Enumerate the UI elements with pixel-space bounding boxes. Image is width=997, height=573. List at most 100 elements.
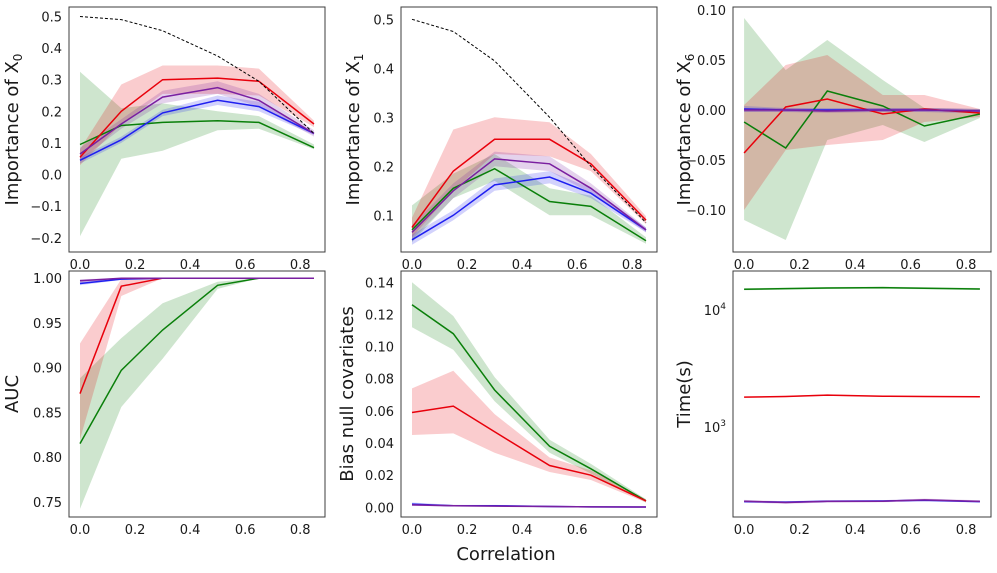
y-axis-label-text: Bias null covariates (337, 306, 358, 482)
y-tick-label: 104 (704, 302, 727, 319)
line-green (744, 286, 980, 291)
y-tick-label: 0.5 (373, 13, 394, 28)
y-tick-label: 0.4 (41, 42, 62, 57)
figure-xlabel: Correlation (456, 544, 555, 565)
x-tick-label: 0.2 (125, 523, 146, 538)
band-green (412, 282, 646, 503)
y-axis-label-subscript: 0 (11, 54, 25, 62)
axes-frame (68, 270, 326, 518)
line-purple (79, 86, 315, 155)
x-tick-label: 0.0 (402, 258, 423, 273)
chart-panel-1: 0.0 0.2 0.4 0.6 0.8 −0.2 −0.1 0.0 0.1 0.2 0.3 0.4 0.… (2, 6, 326, 273)
line-red (411, 405, 647, 502)
y-tick-label: 0.06 (365, 405, 394, 420)
y-tick-label: 0.10 (697, 4, 726, 19)
y-axis-label-text: Importance of X (2, 61, 23, 205)
y-tick-label: 0.04 (365, 437, 394, 452)
line-reference (79, 16, 315, 134)
band-green (80, 278, 314, 509)
chart-panel-2: 0.0 0.2 0.4 0.6 0.8 0.1 0.2 0.3 0.4 0.5 Importance… (343, 6, 658, 273)
y-tick-base: 10 (704, 304, 721, 319)
y-tick-label: −0.2 (30, 232, 62, 247)
line-purple (411, 504, 647, 508)
y-tick-label: 0.85 (33, 406, 62, 421)
x-tick-label: 0.4 (180, 258, 201, 273)
y-axis-label-text: Time(s) (674, 360, 695, 428)
axes-frame (732, 270, 992, 518)
x-tick-label: 0.4 (512, 523, 533, 538)
band-red (744, 55, 980, 210)
x-tick-label: 0.4 (845, 258, 866, 273)
y-axis-label: AUC (2, 375, 23, 413)
line-red (411, 138, 647, 228)
y-tick-label: 0.12 (365, 308, 394, 323)
y-tick-label: 0.3 (373, 111, 394, 126)
line-red (79, 77, 315, 158)
y-axis-label: Bias null covariates (337, 306, 358, 482)
x-tick-label: 0.2 (457, 258, 478, 273)
x-tick-label: 0.6 (900, 258, 921, 273)
x-tick-label: 0.8 (290, 258, 311, 273)
line-blue (411, 176, 647, 241)
band-blue (80, 95, 314, 164)
x-tick-label: 0.2 (789, 523, 810, 538)
line-purple (411, 158, 647, 233)
x-tick-label: 0.2 (457, 523, 478, 538)
line-blue (79, 99, 315, 161)
line-green (411, 167, 647, 242)
y-tick-label: 0.80 (33, 451, 62, 466)
y-axis-label: Importance of X6 (674, 54, 697, 206)
x-tick-label: 0.2 (789, 258, 810, 273)
y-tick-label: 0.0 (41, 169, 62, 184)
y-tick-label: 0.90 (33, 362, 62, 377)
x-tick-label: 0.0 (70, 258, 91, 273)
axes-frame (400, 270, 658, 518)
y-tick-label: 0.2 (373, 160, 394, 175)
line-reference (411, 18, 647, 223)
y-axis-label-subscript: 1 (352, 54, 366, 62)
chart-panel-4: 0.0 0.2 0.4 0.6 0.8 0.75 0.80 0.85 0.90 0.95 1.00 A… (2, 270, 326, 538)
y-tick-label: −0.1 (30, 200, 62, 215)
x-tick-label: 0.8 (956, 523, 977, 538)
x-tick-label: 0.4 (512, 258, 533, 273)
y-tick-label: 0.00 (365, 501, 394, 516)
y-tick-label: 0.5 (41, 10, 62, 25)
band-green (744, 18, 980, 240)
x-tick-label: 0.4 (845, 523, 866, 538)
x-tick-label: 0.0 (402, 523, 423, 538)
x-tick-label: 0.8 (290, 523, 311, 538)
x-tick-label: 0.0 (70, 523, 91, 538)
y-tick-label: 0.00 (697, 104, 726, 119)
band-purple (412, 151, 646, 240)
y-tick-label: 103 (704, 419, 726, 436)
x-tick-label: 0.6 (235, 523, 256, 538)
x-tick-label: 0.4 (180, 523, 201, 538)
y-tick-label: 0.3 (41, 74, 62, 89)
x-tick-label: 0.8 (956, 258, 977, 273)
y-axis-label: Importance of X0 (2, 54, 25, 206)
y-tick-exponent: 4 (720, 302, 726, 312)
axes-frame (68, 6, 326, 253)
band-blue (412, 171, 646, 245)
y-tick-base: 10 (704, 421, 721, 436)
y-tick-label: 0.10 (365, 341, 394, 356)
y-axis-label: Importance of X1 (343, 54, 366, 206)
x-tick-label: 0.8 (622, 523, 643, 538)
axes-frame (732, 6, 992, 253)
y-tick-label: 0.1 (41, 137, 62, 152)
y-tick-label: 0.1 (373, 209, 394, 224)
y-tick-label: 0.14 (365, 276, 394, 291)
x-tick-label: 0.0 (734, 523, 755, 538)
y-tick-label: 0.95 (33, 317, 62, 332)
chart-panel-5: 0.0 0.2 0.4 0.6 0.8 0.00 0.02 0.04 0.06 0.08 0.10 0… (337, 270, 658, 538)
y-axis-label-text: AUC (2, 375, 23, 413)
y-tick-label: 0.05 (697, 54, 726, 69)
y-axis-label-text: Importance of X (674, 61, 695, 205)
x-tick-label: 0.8 (622, 258, 643, 273)
y-tick-label: 0.2 (41, 105, 62, 120)
y-axis-label: Time(s) (674, 360, 695, 428)
y-tick-label: 0.02 (365, 469, 394, 484)
band-red (412, 370, 646, 503)
